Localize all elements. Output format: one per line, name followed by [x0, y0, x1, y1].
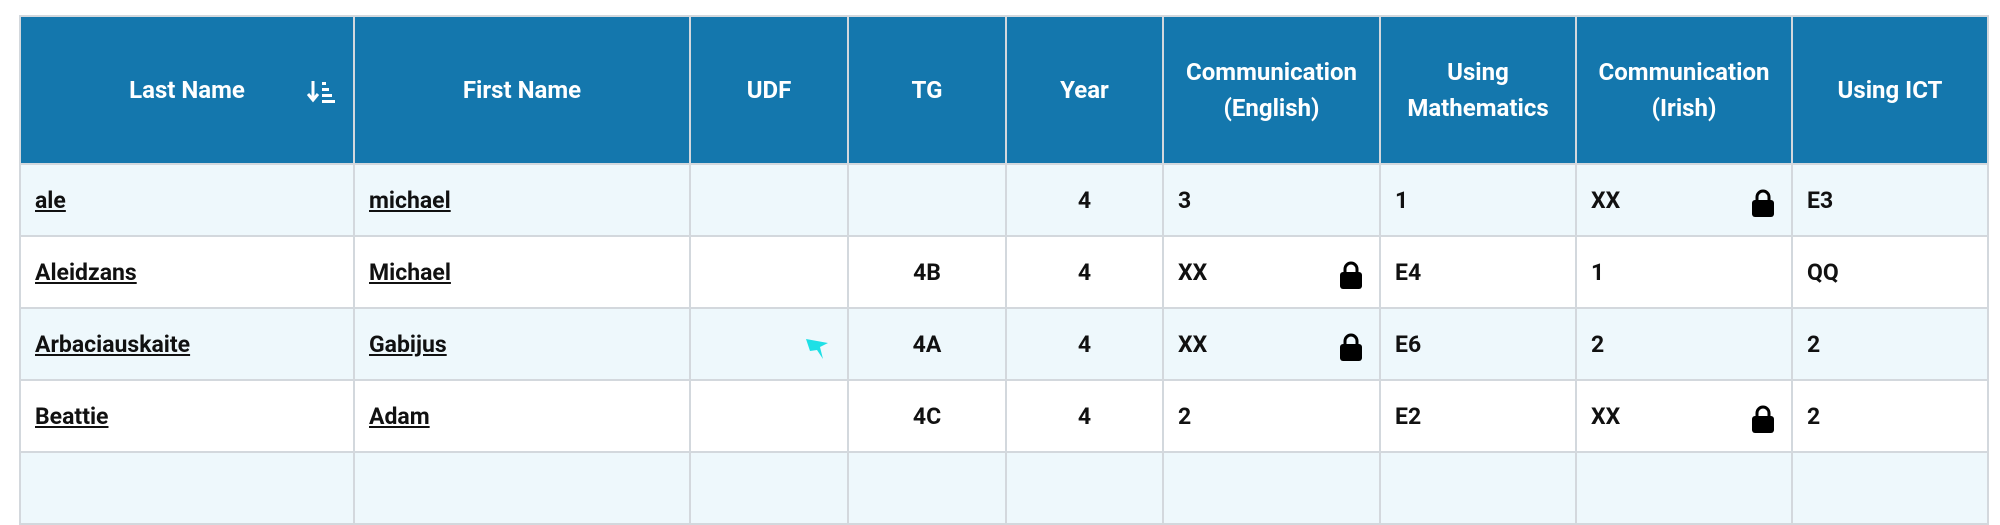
cell: [689, 307, 849, 381]
table-body: ale michael 4 3 1 XX E3 Aleidzans Michael 4B 4 XX E…: [19, 163, 1989, 525]
header-cell[interactable]: Communication (English): [1162, 15, 1381, 165]
cell: Beattie: [19, 379, 355, 453]
header-cell[interactable]: TG: [847, 15, 1007, 165]
row: Aleidzans Michael 4B 4 XX E4 1 QQ: [19, 235, 1989, 309]
cell-text: E3: [1807, 186, 1834, 214]
lock-icon: [1340, 261, 1362, 289]
cell: Arbaciauskaite: [19, 307, 355, 381]
lock-icon: [1340, 333, 1362, 361]
name-link[interactable]: Michael: [369, 258, 451, 286]
name-link[interactable]: Arbaciauskaite: [35, 330, 191, 358]
header-cell[interactable]: Using ICT: [1791, 15, 1989, 165]
sort-icon[interactable]: [307, 79, 337, 105]
cell: 4: [1005, 307, 1164, 381]
cell: 1: [1379, 163, 1577, 237]
cell-text: 1: [1591, 258, 1605, 286]
cell-text: XX: [1591, 186, 1621, 214]
cell: michael: [353, 163, 691, 237]
cell: QQ: [1791, 235, 1989, 309]
name-link[interactable]: michael: [369, 186, 451, 214]
cell-text: XX: [1591, 402, 1621, 430]
lock-icon: [1752, 189, 1774, 217]
cell: 4B: [847, 235, 1007, 309]
cell-text: 2: [1178, 402, 1192, 430]
cell: 2: [1791, 379, 1989, 453]
cell-text: 2: [1807, 330, 1821, 358]
name-link[interactable]: Beattie: [35, 402, 109, 430]
cell: [689, 163, 849, 237]
cell: Aleidzans: [19, 235, 355, 309]
header-text: Last Name: [129, 76, 245, 104]
cell: XX: [1162, 307, 1381, 381]
cell: XX: [1575, 379, 1793, 453]
cell: 2: [1791, 307, 1989, 381]
lock-icon: [1752, 405, 1774, 433]
cell: XX: [1162, 235, 1381, 309]
flag-icon: [806, 339, 828, 359]
cell-text: 4: [1077, 402, 1092, 430]
cell: 4: [1005, 163, 1164, 237]
cell: 4: [1005, 379, 1164, 453]
cell-text: E6: [1395, 330, 1422, 358]
header-cell[interactable]: Using Mathematics: [1379, 15, 1577, 165]
cell: E2: [1379, 379, 1577, 453]
header-cell[interactable]: Last Name: [19, 15, 355, 165]
cell: 2: [1575, 307, 1793, 381]
cell: ale: [19, 163, 355, 237]
header-cell[interactable]: UDF: [689, 15, 849, 165]
row: ale michael 4 3 1 XX E3: [19, 163, 1989, 237]
row: Arbaciauskaite Gabijus 4A 4 XX E6 2 2: [19, 307, 1989, 381]
grades-table: Last Name First Name UDF TG Year Communi…: [19, 15, 1989, 525]
header-row: Last Name First Name UDF TG Year Communi…: [19, 15, 1989, 165]
cell-text: E2: [1395, 402, 1422, 430]
cell: E6: [1379, 307, 1577, 381]
cell-text: 4: [1077, 330, 1092, 358]
cell-text: 4C: [912, 402, 942, 430]
cell-text: 3: [1178, 186, 1192, 214]
cell-text: 4: [1077, 186, 1092, 214]
cell: XX: [1575, 163, 1793, 237]
cell: 4: [1005, 235, 1164, 309]
row: Beattie Adam 4C 4 2 E2 XX 2: [19, 379, 1989, 453]
cell-text: 4: [1077, 258, 1092, 286]
cell-text: E4: [1395, 258, 1422, 286]
name-link[interactable]: Adam: [369, 402, 430, 430]
cell: 3: [1162, 163, 1381, 237]
cell-text: 4A: [912, 330, 942, 358]
row: [19, 451, 1989, 525]
cell: Adam: [353, 379, 691, 453]
name-link[interactable]: Gabijus: [369, 330, 447, 358]
cell: [847, 163, 1007, 237]
cell-text: 4B: [913, 258, 941, 286]
cell: 4C: [847, 379, 1007, 453]
cell: [689, 235, 849, 309]
cell-text: 2: [1591, 330, 1605, 358]
header-cell[interactable]: First Name: [353, 15, 691, 165]
cell: 1: [1575, 235, 1793, 309]
cell: Michael: [353, 235, 691, 309]
cell: 2: [1162, 379, 1381, 453]
header-cell[interactable]: Year: [1005, 15, 1164, 165]
cell: Gabijus: [353, 307, 691, 381]
cell-text: QQ: [1807, 258, 1839, 286]
cell: 4A: [847, 307, 1007, 381]
cell: [689, 379, 849, 453]
cell-text: 1: [1395, 186, 1409, 214]
cell: E4: [1379, 235, 1577, 309]
name-link[interactable]: ale: [35, 186, 66, 214]
cell: E3: [1791, 163, 1989, 237]
cell-text: XX: [1178, 330, 1208, 358]
cell-text: XX: [1178, 258, 1208, 286]
header-cell[interactable]: Communication (Irish): [1575, 15, 1793, 165]
name-link[interactable]: Aleidzans: [35, 258, 137, 286]
page: Last Name First Name UDF TG Year Communi…: [19, 15, 1989, 525]
cell-text: 2: [1807, 402, 1821, 430]
